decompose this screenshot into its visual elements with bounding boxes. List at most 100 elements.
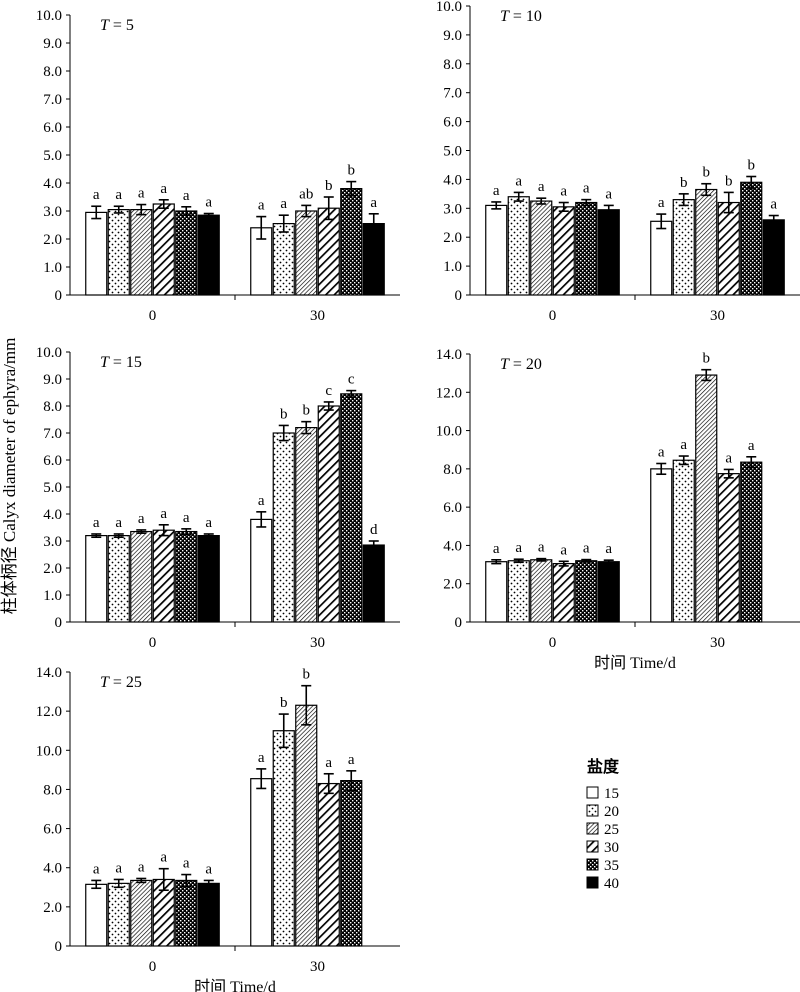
legend-label: 15 [604, 786, 619, 802]
y-tick-label: 8.0 [43, 782, 62, 798]
significance-letter: a [258, 493, 265, 509]
y-tick-label: 7.0 [43, 92, 62, 108]
bar [317, 207, 340, 296]
legend-swatch [586, 804, 599, 817]
panel-t5: 01.02.03.04.05.06.07.08.09.010.0T = 50a a… [36, 8, 400, 324]
significance-letter: a [658, 195, 665, 211]
panel-title: T = 25 [100, 674, 142, 691]
bar [717, 473, 740, 623]
y-tick-label: 6.0 [43, 453, 62, 469]
y-tick-label: 6.0 [443, 500, 462, 516]
y-tick-label: 2.0 [43, 900, 62, 916]
y-tick-label: 3.0 [443, 201, 462, 217]
bar [597, 209, 620, 296]
significance-letter: a [583, 181, 590, 197]
significance-letter: b [303, 403, 311, 419]
significance-letter: a [348, 752, 355, 768]
category-label: 30 [710, 308, 725, 324]
significance-letter: b [348, 163, 356, 179]
y-tick-label: 8.0 [443, 57, 462, 73]
significance-letter: a [115, 860, 122, 876]
panel-t15: 0 1.0 2.0 3.0 4.0 5.0 6.0 7.0 8.0 9.0 10.0 T = 15 0 a… [36, 345, 400, 651]
bar [107, 882, 130, 947]
y-tick-label: 4.0 [43, 861, 62, 877]
significance-letter: a [205, 515, 212, 531]
bar [85, 883, 108, 947]
legend-swatch [586, 876, 599, 889]
bar [85, 211, 108, 296]
significance-letter: a [515, 540, 522, 556]
bar [530, 200, 553, 296]
y-tick-label: 7.0 [43, 426, 62, 442]
significance-letter: a [560, 542, 567, 558]
bar [362, 223, 385, 296]
significance-letter: a [160, 850, 167, 866]
bar [130, 530, 153, 623]
bar [152, 529, 175, 623]
significance-letter: b [725, 173, 733, 189]
y-tick-label: 10.0 [436, 0, 462, 15]
bar [340, 780, 363, 947]
bar [175, 530, 198, 623]
bar [197, 534, 220, 623]
bar [295, 427, 318, 623]
significance-letter: b [748, 158, 756, 174]
panel-title-value: = 25 [109, 674, 142, 691]
x-axis-label: 时间 Time/d [594, 654, 676, 672]
bar [317, 405, 340, 623]
significance-letter: a [493, 183, 500, 199]
bar [85, 534, 108, 623]
y-tick-label: 0 [55, 615, 63, 631]
y-tick-label: 10.0 [436, 424, 462, 440]
significance-letter: a [658, 444, 665, 460]
y-tick-label: 4.0 [43, 507, 62, 523]
bar [250, 778, 273, 947]
y-tick-label: 8.0 [43, 399, 62, 415]
significance-letter: ab [299, 186, 313, 202]
legend-swatch [586, 786, 599, 799]
panel-title-variable: T [500, 356, 510, 373]
bar [740, 181, 763, 296]
category-label: 0 [149, 959, 157, 975]
y-tick-label: 2.0 [443, 577, 462, 593]
bar [130, 209, 153, 296]
panel-title: T = 5 [100, 17, 134, 34]
y-tick-label: 3.0 [43, 204, 62, 220]
y-tick-label: 9.0 [43, 372, 62, 388]
significance-letter: a [560, 184, 567, 200]
bar [295, 210, 318, 296]
y-tick-label: 10.0 [36, 743, 62, 759]
significance-letter: c [325, 383, 332, 399]
legend-swatch [586, 858, 599, 871]
y-tick-label: 14.0 [436, 347, 462, 363]
y-tick-label: 12.0 [436, 385, 462, 401]
significance-letter: a [493, 541, 500, 557]
significance-letter: b [303, 667, 311, 683]
y-tick-label: 0 [55, 288, 63, 304]
y-tick-label: 5.0 [43, 148, 62, 164]
category-label: 0 [149, 308, 157, 324]
category-label: 30 [310, 959, 325, 975]
bar [152, 203, 175, 296]
bar [740, 461, 763, 623]
y-tick-label: 8.0 [443, 462, 462, 478]
y-tick-label: 1.0 [43, 588, 62, 604]
legend-label: 35 [604, 858, 619, 874]
y-tick-label: 4.0 [443, 538, 462, 554]
significance-letter: a [93, 861, 100, 877]
y-tick-label: 2.0 [43, 561, 62, 577]
bar [272, 730, 295, 947]
bar [672, 459, 695, 623]
bar [362, 544, 385, 623]
y-tick-label: 12.0 [36, 704, 62, 720]
legend-title: 盐度 [587, 757, 620, 776]
bar [197, 214, 220, 296]
significance-letter: a [770, 197, 777, 213]
panel-title: T = 15 [100, 354, 142, 371]
bar [552, 206, 575, 296]
category-label: 30 [310, 635, 325, 651]
significance-letter: b [325, 178, 333, 194]
